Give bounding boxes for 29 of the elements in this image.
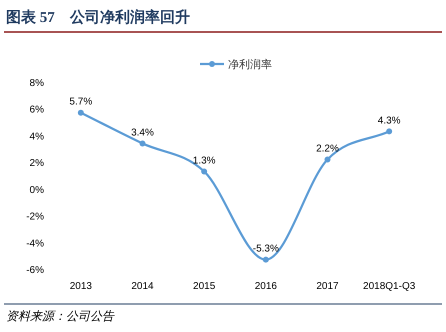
chart-title: 图表 57 公司净利润率回升 <box>6 8 190 26</box>
point <box>201 168 208 174</box>
text: 资料来源：公司公告 <box>6 309 115 323</box>
x-tick-label: 2015 <box>193 281 216 292</box>
data-label: 3.4% <box>131 127 154 138</box>
legend-label: 净利润率 <box>228 58 272 71</box>
point <box>324 156 330 162</box>
point <box>78 110 84 116</box>
y-tick-label: 2% <box>30 158 44 170</box>
point <box>140 140 146 146</box>
y-tick-label: 8% <box>30 78 44 89</box>
x-tick-label: 2018Q1-Q3 <box>363 281 416 292</box>
y-tick-label: 6% <box>30 104 44 116</box>
data-label: 1.3% <box>192 155 216 166</box>
x-tick-label: 2013 <box>70 281 92 292</box>
x-tick-label: 2016 <box>254 281 278 292</box>
data-label: 5.7% <box>69 96 92 108</box>
y-tick-label: -4% <box>26 238 44 250</box>
x-tick-label: 2014 <box>131 281 154 292</box>
data-label: 2.2% <box>316 143 340 154</box>
x-tick-label: 2017 <box>316 281 340 292</box>
point <box>262 256 269 263</box>
y-tick-label: -6% <box>26 265 44 276</box>
y-tick-label: -2% <box>26 212 44 223</box>
y-tick-label: 0% <box>30 184 44 196</box>
y-tick-label: 4% <box>30 131 44 142</box>
point <box>386 128 392 134</box>
data-label: -5.3% <box>252 244 279 255</box>
data-label: 4.3% <box>378 115 401 126</box>
